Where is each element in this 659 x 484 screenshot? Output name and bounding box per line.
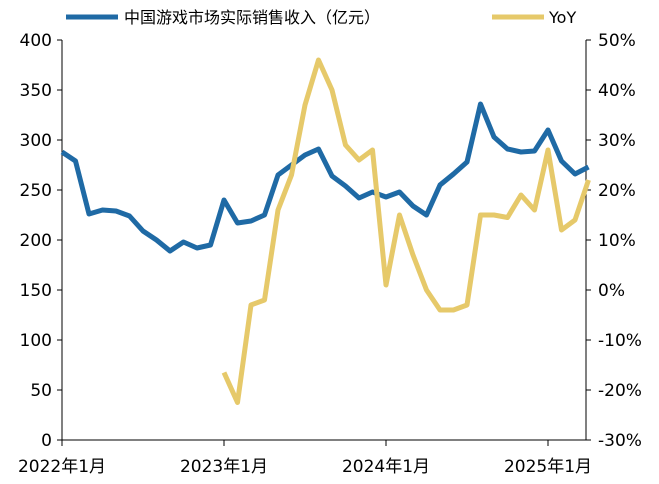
y-right-tick-label: 30% bbox=[598, 131, 636, 151]
y-right-tick-label: 10% bbox=[598, 231, 636, 251]
y-right-tick-label: -30% bbox=[598, 431, 642, 451]
series-line-yoy bbox=[221, 57, 591, 405]
y-right-tick-label: 0% bbox=[598, 281, 625, 301]
y-right-tick-label: -10% bbox=[598, 331, 642, 351]
y-right-tick-label: -20% bbox=[598, 381, 642, 401]
y-right-tick-label: 40% bbox=[598, 81, 636, 101]
x-tick-label: 2023年1月 bbox=[180, 457, 268, 477]
x-tick-label: 2024年1月 bbox=[342, 457, 430, 477]
y-left-tick-label: 350 bbox=[20, 81, 52, 101]
y-left-tick-label: 250 bbox=[20, 181, 52, 201]
y-left-tick-label: 0 bbox=[41, 431, 52, 451]
series-line-revenue bbox=[60, 101, 590, 254]
y-left-tick-label: 150 bbox=[20, 281, 52, 301]
y-right-tick-label: 20% bbox=[598, 181, 636, 201]
y-right-tick-label: 50% bbox=[598, 31, 636, 51]
x-tick-label: 2025年1月 bbox=[504, 457, 592, 477]
series-layer bbox=[60, 57, 591, 405]
x-tick-label: 2022年1月 bbox=[18, 457, 106, 477]
legend: 中国游戏市场实际销售收入（亿元） YoY bbox=[66, 8, 576, 27]
y-left-tick-label: 50 bbox=[30, 381, 52, 401]
legend-label-yoy: YoY bbox=[548, 8, 576, 27]
y-left-tick-label: 300 bbox=[20, 131, 52, 151]
y-left-tick-label: 100 bbox=[20, 331, 52, 351]
y-left-tick-label: 400 bbox=[20, 31, 52, 51]
y-left-tick-label: 200 bbox=[20, 231, 52, 251]
legend-label-revenue: 中国游戏市场实际销售收入（亿元） bbox=[124, 8, 380, 27]
axes: 0 50 100 150 200 250 300 350 400 -30% -20% -10% 0% 10… bbox=[18, 31, 642, 477]
